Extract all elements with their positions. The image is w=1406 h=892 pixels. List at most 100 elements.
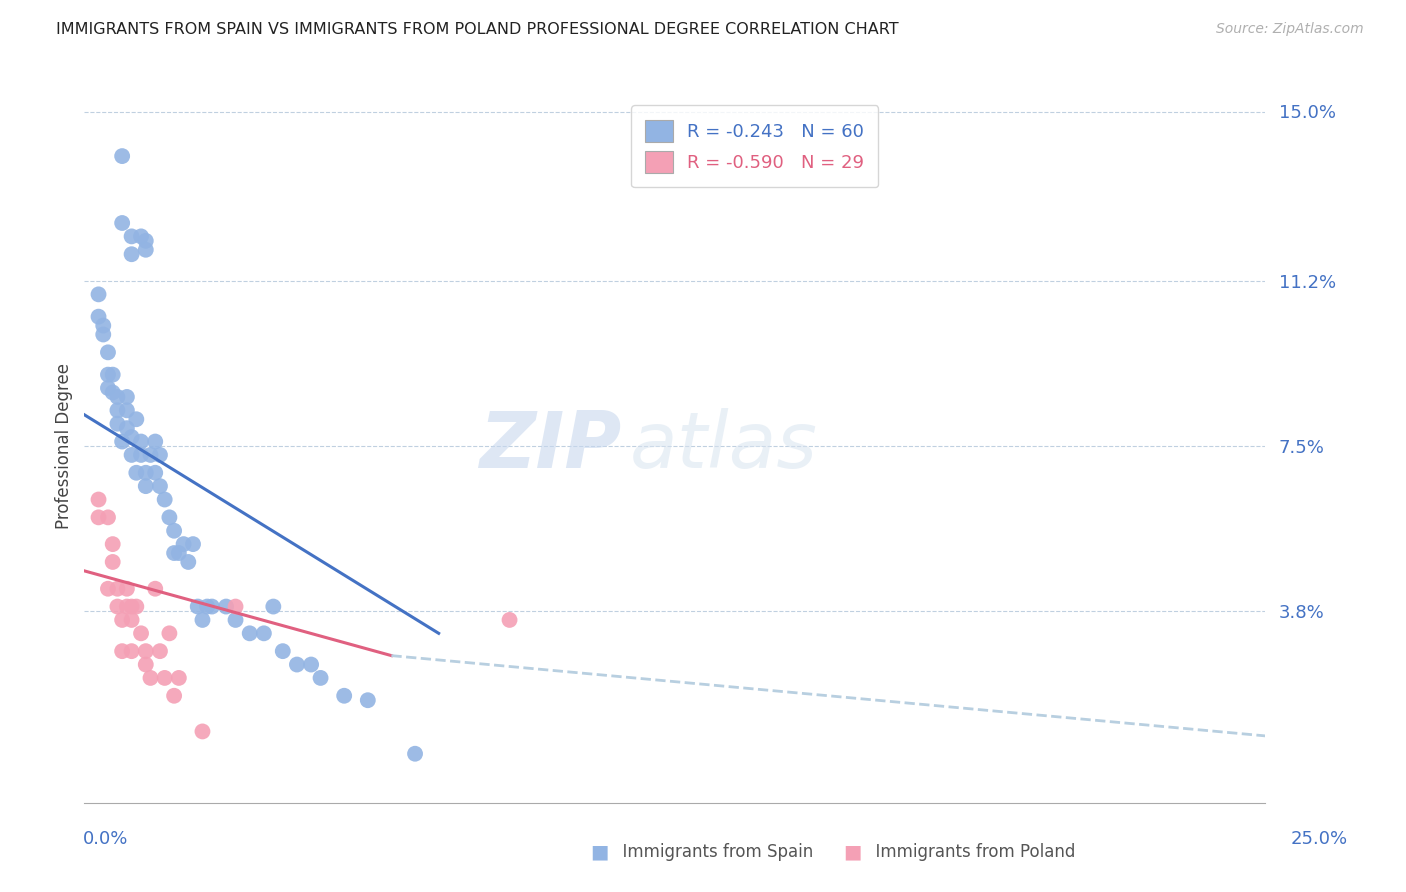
Point <box>299 657 322 672</box>
Point <box>225 599 247 614</box>
Point <box>143 434 166 449</box>
Point <box>87 287 110 301</box>
Point <box>149 448 172 462</box>
Point <box>87 492 110 507</box>
Point <box>101 537 124 551</box>
Point <box>153 671 176 685</box>
Point <box>107 403 129 417</box>
Point <box>129 626 152 640</box>
Point <box>135 466 157 480</box>
Text: 25.0%: 25.0% <box>1291 830 1348 848</box>
Point <box>262 599 284 614</box>
Point <box>97 368 120 382</box>
Point <box>121 247 143 261</box>
Point <box>177 555 200 569</box>
Point <box>135 234 157 248</box>
Point <box>115 421 138 435</box>
Text: atlas: atlas <box>630 408 818 484</box>
Point <box>107 599 129 614</box>
Point <box>97 510 120 524</box>
Point <box>215 599 238 614</box>
Point <box>129 229 152 244</box>
Point <box>101 385 124 400</box>
Point <box>125 466 148 480</box>
Point <box>91 318 114 333</box>
Point <box>115 599 138 614</box>
Point <box>125 599 148 614</box>
Point <box>149 644 172 658</box>
Point <box>101 555 124 569</box>
Point <box>191 724 214 739</box>
Point <box>253 626 276 640</box>
Point <box>167 546 190 560</box>
Point <box>115 403 138 417</box>
Point <box>97 582 120 596</box>
Point <box>111 434 134 449</box>
Point <box>163 546 186 560</box>
Text: Source: ZipAtlas.com: Source: ZipAtlas.com <box>1216 22 1364 37</box>
Point <box>97 381 120 395</box>
Point <box>498 613 520 627</box>
Point <box>167 671 190 685</box>
Point <box>135 657 157 672</box>
Point <box>135 644 157 658</box>
Point <box>271 644 294 658</box>
Point <box>163 689 186 703</box>
Point <box>121 613 143 627</box>
Point <box>101 368 124 382</box>
Point <box>149 479 172 493</box>
Point <box>163 524 186 538</box>
Point <box>309 671 332 685</box>
Point <box>129 434 152 449</box>
Point <box>87 510 110 524</box>
Point <box>135 479 157 493</box>
Point <box>143 466 166 480</box>
Point <box>125 412 148 426</box>
Text: 0.0%: 0.0% <box>83 830 128 848</box>
Point <box>157 626 180 640</box>
Point <box>121 644 143 658</box>
Point <box>191 613 214 627</box>
Point <box>404 747 426 761</box>
Point <box>121 599 143 614</box>
Point <box>143 582 166 596</box>
Point <box>139 671 162 685</box>
Point <box>181 537 204 551</box>
Point <box>201 599 224 614</box>
Text: ZIP: ZIP <box>479 408 621 484</box>
Point <box>107 582 129 596</box>
Point <box>87 310 110 324</box>
Y-axis label: Professional Degree: Professional Degree <box>55 363 73 529</box>
Point <box>239 626 262 640</box>
Point <box>91 327 114 342</box>
Text: Immigrants from Spain: Immigrants from Spain <box>591 843 813 861</box>
Point <box>333 689 356 703</box>
Point <box>139 448 162 462</box>
Text: ■: ■ <box>844 842 862 862</box>
Point <box>115 390 138 404</box>
Point <box>135 243 157 257</box>
Point <box>121 430 143 444</box>
Point <box>187 599 209 614</box>
Legend: R = -0.243   N = 60, R = -0.590   N = 29: R = -0.243 N = 60, R = -0.590 N = 29 <box>631 105 879 187</box>
Point <box>111 613 134 627</box>
Point <box>111 216 134 230</box>
Point <box>225 613 247 627</box>
Point <box>111 644 134 658</box>
Point <box>97 345 120 359</box>
Point <box>195 599 218 614</box>
Point <box>107 417 129 431</box>
Text: Immigrants from Poland: Immigrants from Poland <box>844 843 1076 861</box>
Point <box>121 448 143 462</box>
Point <box>129 448 152 462</box>
Point <box>115 582 138 596</box>
Point <box>285 657 308 672</box>
Point <box>357 693 380 707</box>
Point <box>173 537 195 551</box>
Point <box>121 229 143 244</box>
Point <box>157 510 180 524</box>
Text: IMMIGRANTS FROM SPAIN VS IMMIGRANTS FROM POLAND PROFESSIONAL DEGREE CORRELATION : IMMIGRANTS FROM SPAIN VS IMMIGRANTS FROM… <box>56 22 898 37</box>
Text: ■: ■ <box>591 842 609 862</box>
Point <box>153 492 176 507</box>
Point <box>107 390 129 404</box>
